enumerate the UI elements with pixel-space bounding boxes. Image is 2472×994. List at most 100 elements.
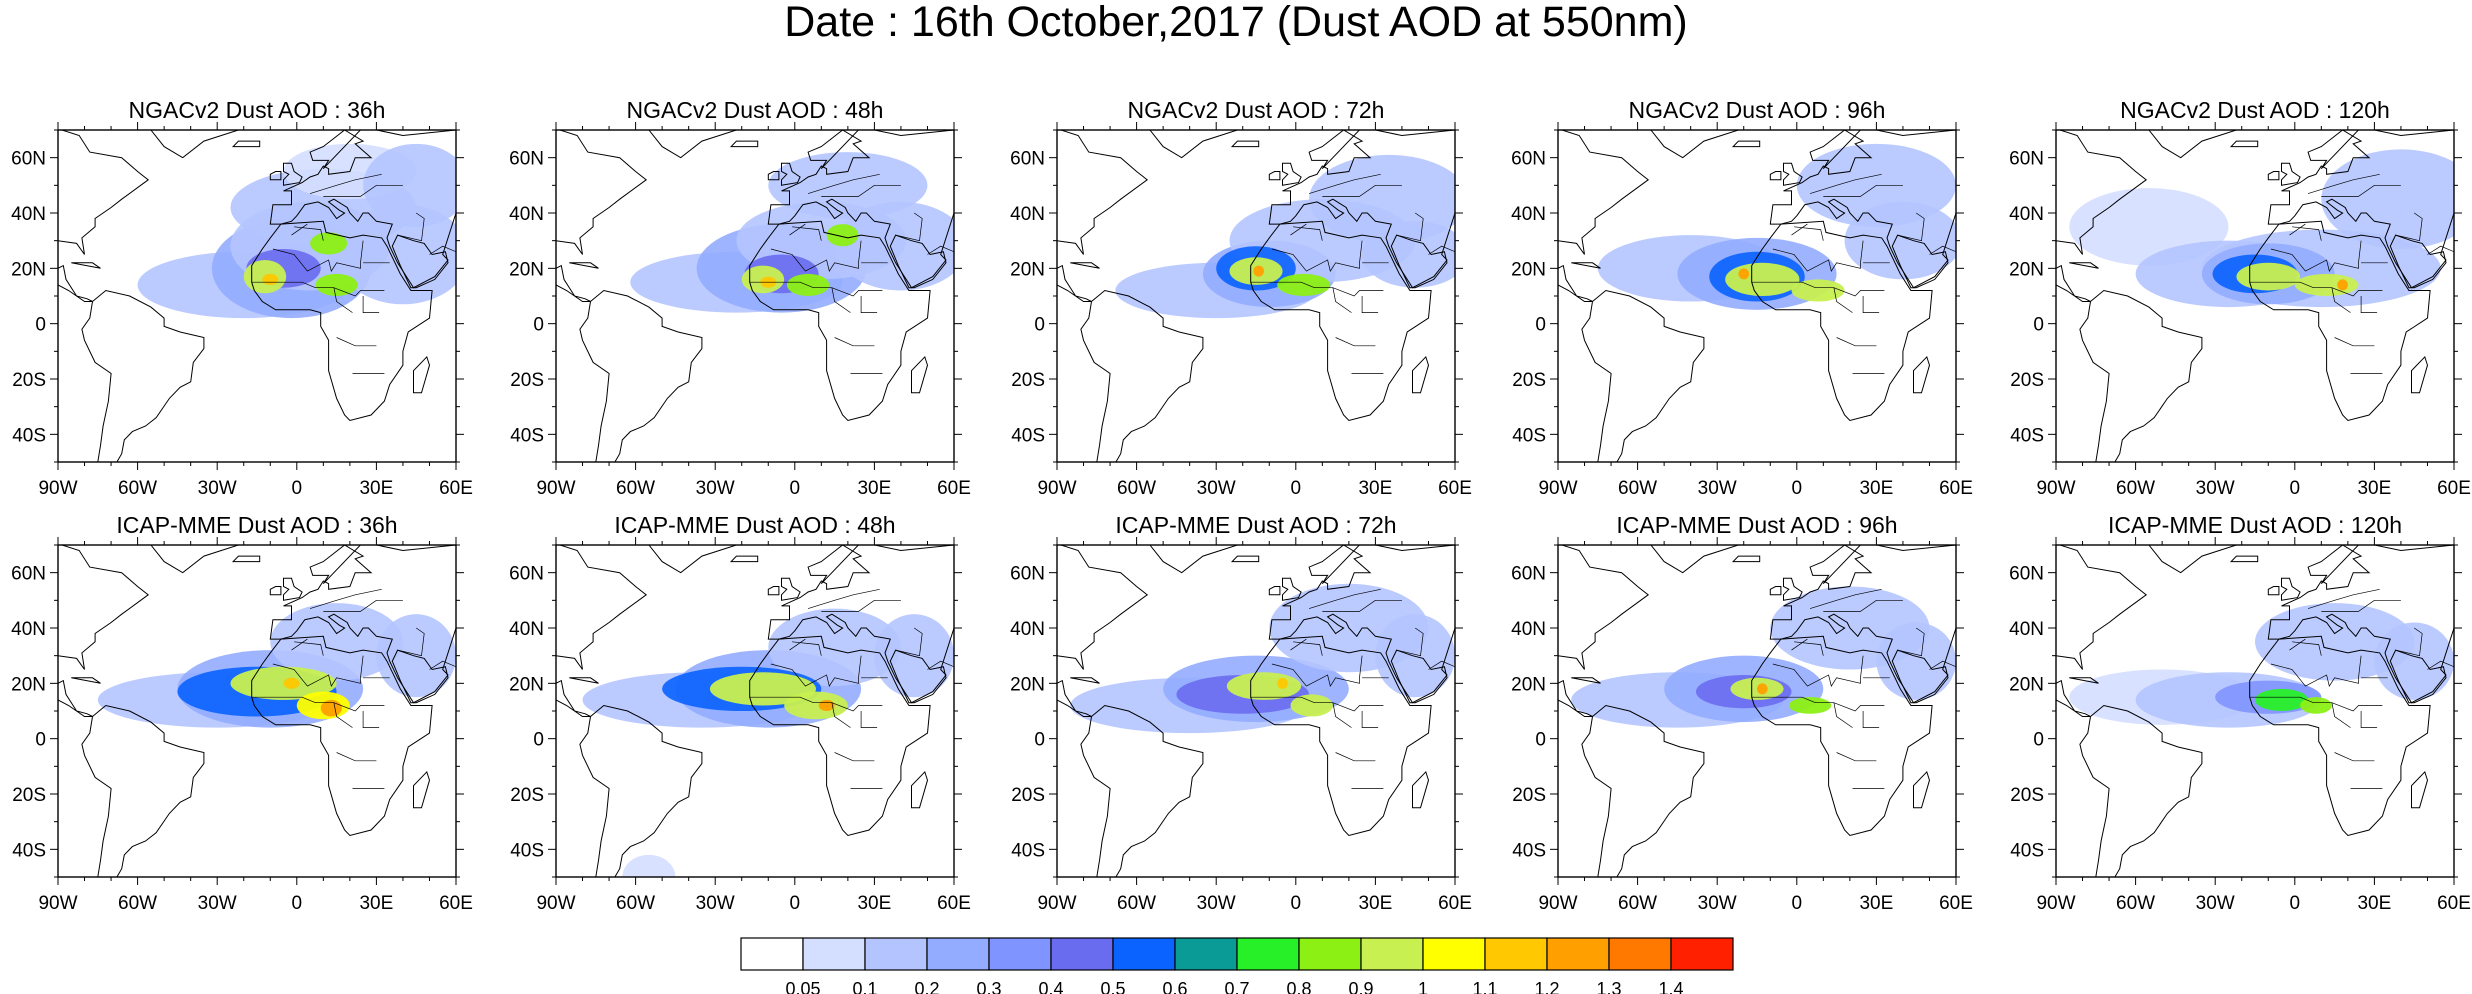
- coastline-north-america: [1057, 545, 1149, 717]
- coastline-greenland: [150, 545, 239, 574]
- country-border: [2307, 588, 2380, 609]
- lon-tick-label: 90W: [2036, 478, 2075, 499]
- coastline-north-america: [58, 130, 150, 302]
- figure-title: Date : 16th October,2017 (Dust AOD at 55…: [784, 0, 1688, 46]
- colorbar-label: 0.05: [785, 979, 820, 994]
- country-border: [333, 287, 353, 313]
- coastline-madagascar: [1913, 770, 1931, 809]
- coastline-cuba: [2069, 677, 2099, 684]
- dust-aod-cell: [2255, 688, 2309, 712]
- dust-aod-cell: [262, 273, 279, 285]
- dust-aod-cell: [376, 614, 456, 698]
- lat-tick-label: 40S: [1512, 840, 1546, 861]
- country-border: [1335, 337, 1376, 347]
- lat-tick-label: 20S: [1011, 785, 1045, 806]
- lon-tick-label: 60W: [1117, 893, 1156, 914]
- country-border: [1823, 184, 1903, 197]
- coastline-iceland: [1230, 140, 1260, 148]
- lon-tick-label: 60E: [439, 478, 473, 499]
- dust-aod-cell: [336, 204, 456, 305]
- lat-tick-label: 60N: [11, 564, 46, 585]
- panel-title: ICAP-MME Dust AOD : 96h: [1616, 512, 1897, 538]
- colorbar-label: 0.6: [1162, 979, 1187, 994]
- lon-tick-label: 0: [790, 478, 801, 499]
- coastline-arabia-detail: [391, 234, 449, 289]
- dust-aod-cell: [826, 224, 859, 247]
- dust-aod-cell: [2337, 279, 2348, 291]
- lon-tick-label: 0: [1291, 478, 1302, 499]
- coastline-greenland: [1149, 545, 1238, 574]
- coastline-greenland: [2148, 130, 2237, 159]
- coastline-eurasia: [269, 130, 456, 289]
- dust-aod-cell: [1253, 265, 1264, 277]
- coastline-britain: [1282, 577, 1302, 601]
- colorbar-label: 0.8: [1286, 979, 1311, 994]
- country-border: [1823, 599, 1903, 612]
- coastline-madagascar: [911, 355, 929, 394]
- coastline-south-america: [1581, 289, 1705, 462]
- country-border: [1396, 627, 1424, 657]
- country-border: [251, 281, 385, 297]
- coastline-iceland: [2229, 140, 2259, 148]
- country-border: [1833, 287, 1853, 313]
- country-border: [807, 173, 880, 194]
- country-border: [789, 223, 806, 236]
- lon-tick-label: 60E: [1939, 478, 1973, 499]
- dust-aod-cell: [1788, 697, 1832, 714]
- lat-tick-label: 60N: [2009, 564, 2044, 585]
- dust-aod-cell: [768, 608, 901, 687]
- coastline-eurasia: [1769, 545, 1956, 704]
- coastline-madagascar: [413, 770, 431, 809]
- lon-tick-label: 90W: [2036, 893, 2075, 914]
- lat-tick-label: 20S: [2010, 370, 2044, 391]
- map-panel: ICAP-MME Dust AOD : 96h 90W 60W 30W 0 30E 60E 6…: [1511, 512, 1973, 914]
- country-border: [1772, 655, 1864, 687]
- lon-tick-label: 60W: [2116, 478, 2155, 499]
- colorbar-label: 0.5: [1100, 979, 1125, 994]
- dust-aod-cell: [1226, 672, 1302, 700]
- country-border: [2395, 627, 2423, 657]
- country-border: [1833, 702, 1853, 728]
- country-border: [397, 627, 425, 657]
- country-border: [895, 212, 923, 242]
- lon-tick-label: 60W: [118, 478, 157, 499]
- lon-tick-label: 30E: [2357, 478, 2391, 499]
- coastline-ireland: [767, 171, 780, 181]
- lat-tick-label: 40S: [1512, 425, 1546, 446]
- lon-tick-label: 0: [2290, 478, 2301, 499]
- coastline-britain: [2281, 577, 2301, 601]
- lat-tick-label: 20S: [1512, 370, 1546, 391]
- coastline-south-america: [1581, 704, 1705, 877]
- coastline-ireland: [1769, 586, 1782, 596]
- coastline-cuba: [1571, 677, 1601, 684]
- lat-tick-label: 40N: [1010, 619, 1045, 640]
- country-border: [860, 296, 878, 313]
- coastline-britain: [781, 162, 801, 186]
- coastline-africa: [749, 220, 931, 422]
- lat-tick-label: 40S: [1011, 840, 1045, 861]
- panel-title: ICAP-MME Dust AOD : 72h: [1115, 512, 1396, 538]
- dust-aod-cell: [786, 273, 830, 296]
- lon-tick-label: 30E: [857, 893, 891, 914]
- coastline-iceland: [1731, 555, 1761, 563]
- lon-tick-label: 30W: [1698, 478, 1737, 499]
- colorbar-box: [1236, 937, 1300, 971]
- coastline-cuba: [569, 677, 599, 684]
- country-border: [807, 588, 880, 609]
- colorbar-label: 0.3: [976, 979, 1001, 994]
- country-border: [2321, 599, 2401, 612]
- country-border: [1308, 588, 1381, 609]
- coastline-eurasia: [767, 545, 954, 704]
- panel-title: NGACv2 Dust AOD : 96h: [1629, 97, 1886, 123]
- coastline-ireland: [1268, 171, 1281, 181]
- coastline-north-america: [1057, 130, 1149, 302]
- lat-tick-label: 60N: [509, 564, 544, 585]
- lat-tick-label: 20N: [11, 259, 46, 280]
- country-border: [362, 711, 380, 728]
- country-border: [1332, 702, 1352, 728]
- coastline-eurasia: [1268, 545, 1455, 704]
- country-border: [1751, 696, 1885, 712]
- colorbar-box: [740, 937, 804, 971]
- lat-tick-label: 40S: [12, 425, 46, 446]
- country-border: [323, 599, 403, 612]
